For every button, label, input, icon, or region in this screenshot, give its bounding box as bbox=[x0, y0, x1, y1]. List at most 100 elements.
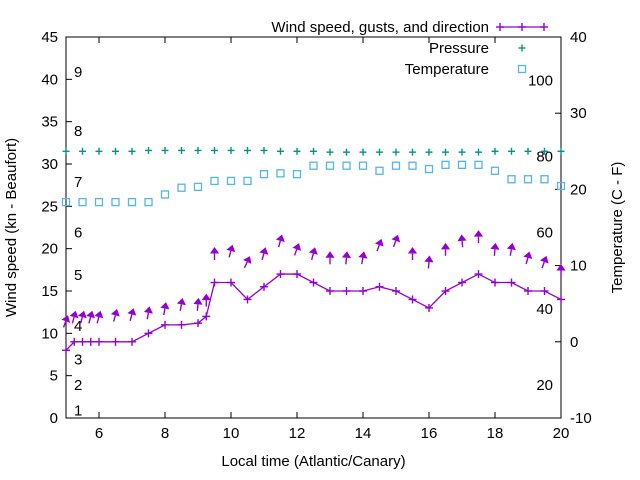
x-axis-tick-label: 16 bbox=[421, 425, 438, 442]
legend-item-label: Pressure bbox=[429, 40, 489, 57]
arrow-head bbox=[325, 251, 335, 258]
square-marker bbox=[441, 160, 450, 169]
arrow-shaft bbox=[376, 244, 380, 252]
square-marker bbox=[309, 161, 318, 170]
y-axis-tick-label: 10 bbox=[41, 325, 58, 342]
square-marker bbox=[457, 160, 467, 169]
data-series bbox=[61, 146, 566, 355]
y2-axis-tick-label: 10 bbox=[570, 258, 587, 275]
plot-frame bbox=[65, 36, 562, 419]
arrow-shaft bbox=[71, 316, 75, 324]
arrow-head bbox=[243, 256, 252, 264]
arrow-head bbox=[374, 238, 384, 247]
arrow-head bbox=[391, 234, 401, 243]
x-axis-tick-label: 20 bbox=[553, 425, 570, 442]
y2-axis-tick-label: 20 bbox=[570, 181, 587, 198]
arrow-head bbox=[209, 247, 220, 254]
y-axis-tick-label: 15 bbox=[41, 283, 58, 300]
arrow-shaft bbox=[525, 257, 529, 265]
arrow-shaft bbox=[345, 257, 348, 265]
arrow-head bbox=[341, 251, 352, 259]
arrow-shaft bbox=[293, 249, 298, 256]
square-marker bbox=[408, 161, 417, 170]
series-1 bbox=[61, 230, 566, 328]
y2-axis-tick-label: 0 bbox=[570, 334, 578, 351]
arrow-shaft bbox=[112, 315, 117, 322]
square-marker bbox=[226, 176, 236, 186]
beaufort-scale-label: 4 bbox=[74, 318, 82, 335]
fahrenheit-scale-label: 100 bbox=[528, 72, 553, 89]
arrow-head bbox=[457, 234, 467, 242]
arrow-head bbox=[523, 251, 533, 259]
arrow-shaft bbox=[88, 316, 92, 324]
x-axis-tick-label: 18 bbox=[487, 425, 504, 442]
arrow-head bbox=[61, 315, 71, 323]
fahrenheit-scale-label: 20 bbox=[536, 377, 553, 394]
square-marker bbox=[292, 170, 302, 179]
beaufort-scale-label: 5 bbox=[74, 267, 82, 284]
arrow-head bbox=[556, 263, 566, 271]
beaufort-scale-label: 8 bbox=[74, 123, 82, 140]
square-marker bbox=[243, 176, 252, 186]
arrow-head bbox=[94, 310, 104, 319]
arrow-head bbox=[77, 310, 87, 319]
arrow-shaft bbox=[461, 240, 464, 248]
y2-axis-tick-label: 40 bbox=[570, 29, 587, 46]
square-marker bbox=[61, 197, 71, 207]
fahrenheit-scale-label: 80 bbox=[536, 149, 553, 166]
y-axis-title: Wind speed (kn - Beaufort) bbox=[3, 138, 20, 317]
x-axis-tick-label: 14 bbox=[355, 425, 372, 442]
arrow-head bbox=[424, 255, 434, 263]
arrow-shaft bbox=[62, 321, 67, 328]
arrow-head bbox=[160, 302, 170, 310]
y-axis-tick-label: 35 bbox=[41, 114, 58, 131]
fahrenheit-scale-label: 40 bbox=[536, 301, 553, 318]
y-axis-tick-label: 25 bbox=[41, 198, 58, 215]
legend-item-label: Temperature bbox=[405, 61, 489, 78]
arrow-shaft bbox=[79, 316, 84, 324]
arrow-head bbox=[143, 306, 153, 314]
arrow-head bbox=[292, 243, 302, 251]
x-axis-title: Local time (Atlantic/Canary) bbox=[221, 453, 405, 470]
arrow-head bbox=[259, 247, 269, 255]
square-marker bbox=[375, 166, 384, 175]
series-3 bbox=[61, 160, 566, 207]
beaufort-scale-label: 2 bbox=[74, 377, 82, 394]
y-axis-tick-label: 0 bbox=[50, 410, 58, 427]
square-marker bbox=[391, 161, 401, 170]
y2-axis-title: Temperature (C - F) bbox=[609, 162, 626, 294]
beaufort-scale-label: 9 bbox=[74, 64, 82, 81]
arrow-shaft bbox=[277, 240, 282, 248]
inner-scale-labels: 1 2 3 4 5 6 7 8 9 20 40 60 80 100 bbox=[74, 64, 553, 420]
arrow-shaft bbox=[243, 261, 248, 269]
legend-item-label: Wind speed, gusts, and direction bbox=[271, 19, 489, 36]
beaufort-scale-label: 7 bbox=[74, 174, 82, 191]
square-marker bbox=[276, 169, 285, 178]
arrow-shaft bbox=[361, 257, 364, 265]
arrow-shaft bbox=[179, 304, 183, 311]
arrow-shaft bbox=[509, 249, 513, 256]
beaufort-scale-label: 3 bbox=[74, 352, 82, 369]
arrow-head bbox=[86, 310, 96, 319]
arrow-head bbox=[407, 247, 418, 254]
arrow-shaft bbox=[392, 240, 397, 248]
arrow-head bbox=[506, 242, 516, 251]
square-marker bbox=[78, 197, 87, 207]
beaufort-scale-label: 1 bbox=[74, 403, 82, 420]
series-2 bbox=[62, 146, 565, 156]
arrow-shaft bbox=[310, 253, 315, 260]
arrow-head bbox=[226, 244, 236, 253]
square-marker bbox=[144, 197, 153, 207]
square-marker bbox=[210, 176, 219, 186]
x-axis-tick-label: 8 bbox=[161, 425, 169, 442]
series-0 bbox=[62, 270, 565, 355]
x-axis-tick-label: 12 bbox=[289, 425, 306, 442]
square-marker bbox=[556, 181, 566, 191]
arrow-head bbox=[440, 242, 451, 250]
y-axis-tick-label: 20 bbox=[41, 241, 58, 258]
arrow-head bbox=[490, 242, 500, 250]
arrow-head bbox=[275, 234, 285, 243]
arrow-head bbox=[69, 310, 79, 319]
